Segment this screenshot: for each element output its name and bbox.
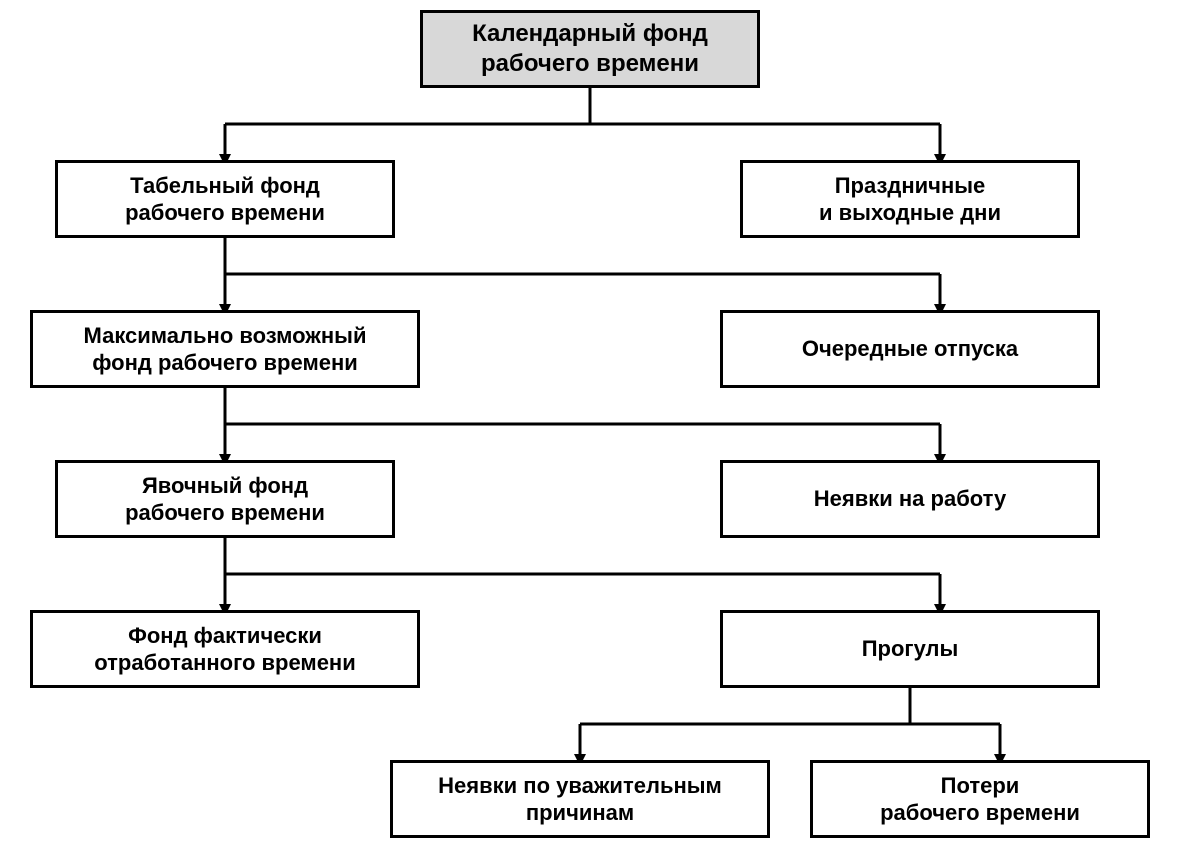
- node-root: Календарный фондрабочего времени: [420, 10, 760, 88]
- node-tabel: Табельный фондрабочего времени: [55, 160, 395, 238]
- node-label: Явочный фондрабочего времени: [125, 472, 325, 527]
- node-poteri: Потерирабочего времени: [810, 760, 1150, 838]
- node-progul: Прогулы: [720, 610, 1100, 688]
- node-label: Неявки по уважительнымпричинам: [438, 772, 722, 827]
- node-vacat: Очередные отпуска: [720, 310, 1100, 388]
- node-label: Прогулы: [862, 635, 959, 663]
- node-maxfund: Максимально возможныйфонд рабочего време…: [30, 310, 420, 388]
- diagram-canvas: Календарный фондрабочего времени Табельны…: [0, 0, 1181, 865]
- node-yavoch: Явочный фондрабочего времени: [55, 460, 395, 538]
- node-label: Календарный фондрабочего времени: [472, 19, 708, 79]
- node-neyavki: Неявки на работу: [720, 460, 1100, 538]
- node-uvazh: Неявки по уважительнымпричинам: [390, 760, 770, 838]
- node-label: Потерирабочего времени: [880, 772, 1080, 827]
- node-factual: Фонд фактическиотработанного времени: [30, 610, 420, 688]
- node-label: Фонд фактическиотработанного времени: [94, 622, 356, 677]
- node-holiday: Праздничныеи выходные дни: [740, 160, 1080, 238]
- node-label: Максимально возможныйфонд рабочего време…: [84, 322, 367, 377]
- node-label: Очередные отпуска: [802, 335, 1018, 363]
- node-label: Неявки на работу: [814, 485, 1006, 513]
- node-label: Табельный фондрабочего времени: [125, 172, 325, 227]
- edges-layer: [0, 0, 1181, 865]
- node-label: Праздничныеи выходные дни: [819, 172, 1001, 227]
